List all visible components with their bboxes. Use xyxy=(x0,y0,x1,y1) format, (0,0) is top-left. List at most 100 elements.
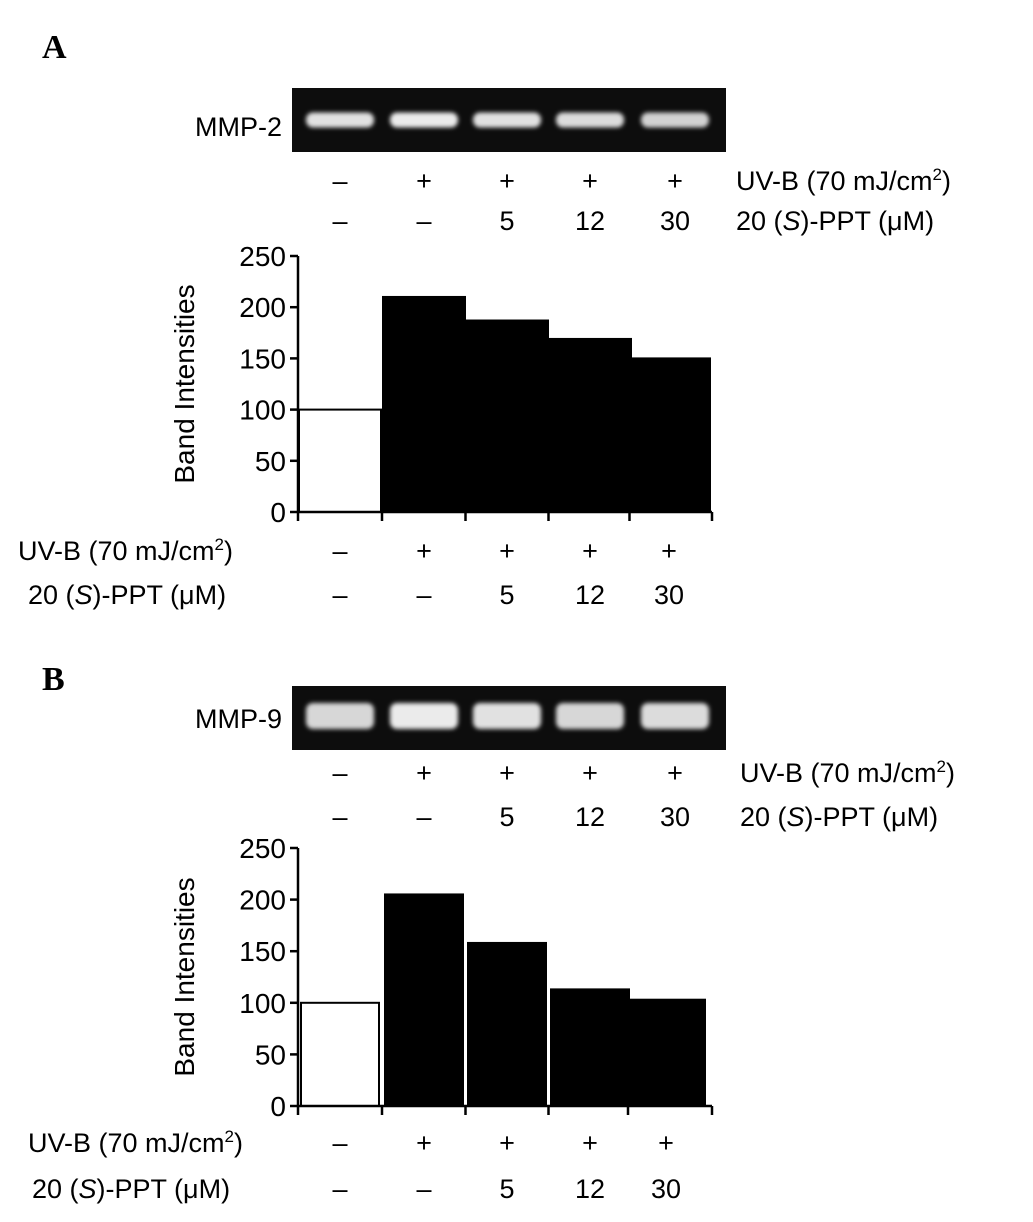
bar xyxy=(465,319,549,513)
gel-b-uvb-mark: + xyxy=(499,758,515,788)
gel-b-ppt-mark: 5 xyxy=(499,802,514,832)
gel-b-ppt-label: 20 (S)-PPT (μM) xyxy=(740,802,938,832)
gel-a-label: MMP-2 xyxy=(195,112,282,142)
gel-b-uvb-label: UV-B (70 mJ/cm2) xyxy=(740,757,955,788)
chart-b-uvb-mark: – xyxy=(332,1128,347,1158)
chart-a-uvb-mark: + xyxy=(499,536,515,566)
bar xyxy=(550,988,630,1107)
gel-a-uvb-mark: + xyxy=(667,166,683,196)
gel-a-bands xyxy=(306,112,709,128)
chart-b-uvb-mark: + xyxy=(416,1128,432,1158)
chart-b-ppt-mark: – xyxy=(332,1174,347,1204)
chart-b-ppt-mark: – xyxy=(416,1174,431,1204)
chart-b-uvb-mark: + xyxy=(499,1128,515,1158)
gel-a-ppt-mark: 5 xyxy=(499,206,514,236)
gel-b-uvb-row: – + + + + xyxy=(332,758,682,788)
gel-a-ppt-mark: – xyxy=(416,206,431,236)
gel-b-bands xyxy=(306,703,709,729)
gel-b-band xyxy=(306,703,374,729)
gel-b-band xyxy=(641,703,709,729)
chart-b-ppt-label: 20 (S)-PPT (μM) xyxy=(32,1174,230,1204)
chart-b-ppt-row: – – 5 12 30 xyxy=(332,1174,681,1204)
chart-a-ppt-mark: 5 xyxy=(499,580,514,610)
gel-a-uvb-label: UV-B (70 mJ/cm2) xyxy=(736,165,951,196)
gel-a-uvb-mark: – xyxy=(332,166,347,196)
y-tick-label: 200 xyxy=(239,885,286,916)
bar xyxy=(548,337,632,513)
chart-b-uvb-mark: + xyxy=(582,1128,598,1158)
gel-a-ppt-mark: – xyxy=(332,206,347,236)
chart-a-uvb-mark: + xyxy=(661,536,677,566)
chart-a: 0 50 100 150 200 250 Band Intensities xyxy=(169,241,714,528)
y-axis-label: Band Intensities xyxy=(169,284,200,483)
bar xyxy=(300,1001,380,1107)
gel-a-ppt-label: 20 (S)-PPT (μM) xyxy=(736,206,934,236)
bar xyxy=(627,357,711,513)
gel-a-image xyxy=(292,88,726,152)
gel-b-uvb-mark: – xyxy=(332,758,347,788)
y-tick-label: 100 xyxy=(239,988,286,1019)
y-tick-label: 100 xyxy=(239,395,286,426)
gel-a-band xyxy=(306,112,374,128)
bar xyxy=(467,941,547,1107)
gel-b-ppt-mark: – xyxy=(416,802,431,832)
chart-b-ppt-mark: 5 xyxy=(499,1174,514,1204)
chart-a-uvb-label: UV-B (70 mJ/cm2) xyxy=(18,535,233,566)
chart-a-uvb-row: – + + + + xyxy=(332,536,676,566)
chart-b-uvb-label: UV-B (70 mJ/cm2) xyxy=(28,1127,243,1158)
gel-b-ppt-mark: 30 xyxy=(660,802,690,832)
chart-b-uvb-mark: + xyxy=(658,1128,674,1158)
chart-a-uvb-mark: + xyxy=(582,536,598,566)
y-tick-label: 50 xyxy=(255,446,286,477)
bar xyxy=(384,893,464,1107)
gel-a-uvb-row: – + + + + xyxy=(332,166,682,196)
y-tick-label: 250 xyxy=(239,833,286,864)
chart-b: 0 50 100 150 200 250 Band Intensities xyxy=(169,833,714,1122)
gel-b-uvb-mark: + xyxy=(582,758,598,788)
chart-a-ppt-label: 20 (S)-PPT (μM) xyxy=(28,580,226,610)
gel-b-band xyxy=(556,703,624,729)
y-tick-label: 50 xyxy=(255,1039,286,1070)
gel-a-ppt-mark: 30 xyxy=(660,206,690,236)
y-tick-label: 150 xyxy=(239,936,286,967)
chart-a-uvb-mark: + xyxy=(416,536,432,566)
chart-b-uvb-row: – + + + + xyxy=(332,1128,673,1158)
panel-b: B MMP-9 – + + + + UV-B (70 mJ/cm2) – – 5 12 30 2… xyxy=(28,661,955,1204)
chart-a-ppt-mark: 12 xyxy=(575,580,605,610)
gel-a-ppt-row: – – 5 12 30 xyxy=(332,206,690,236)
gel-b-label: MMP-9 xyxy=(195,704,282,734)
gel-a-uvb-mark: + xyxy=(582,166,598,196)
chart-a-ppt-mark: 30 xyxy=(654,580,684,610)
gel-a-band xyxy=(641,112,709,128)
chart-a-uvb-mark: – xyxy=(332,536,347,566)
gel-a-band xyxy=(556,112,624,128)
y-tick-label: 200 xyxy=(239,292,286,323)
gel-a-ppt-mark: 12 xyxy=(575,206,605,236)
y-tick-label: 0 xyxy=(270,497,286,528)
chart-a-ppt-mark: – xyxy=(416,580,431,610)
gel-b-band xyxy=(390,703,458,729)
bar xyxy=(298,408,382,514)
gel-a-uvb-mark: + xyxy=(416,166,432,196)
gel-a-band xyxy=(473,112,541,128)
gel-b-ppt-mark: – xyxy=(332,802,347,832)
gel-b-uvb-mark: + xyxy=(416,758,432,788)
gel-a-uvb-mark: + xyxy=(499,166,515,196)
panel-b-label: B xyxy=(42,661,65,698)
y-axis-label: Band Intensities xyxy=(169,877,200,1076)
panel-a: A MMP-2 – + + + + UV-B (70 mJ/cm2) – – 5 12 30 2… xyxy=(18,29,951,610)
y-tick-label: 150 xyxy=(239,343,286,374)
gel-b-uvb-mark: + xyxy=(667,758,683,788)
chart-b-ppt-mark: 12 xyxy=(575,1174,605,1204)
chart-a-ppt-mark: – xyxy=(332,580,347,610)
gel-b-band xyxy=(473,703,541,729)
gel-a-band xyxy=(390,112,458,128)
y-tick-label: 250 xyxy=(239,241,286,272)
panel-a-label: A xyxy=(42,29,67,66)
gel-b-image xyxy=(292,686,726,750)
bar xyxy=(382,295,466,513)
chart-a-ppt-row: – – 5 12 30 xyxy=(332,580,684,610)
gel-b-ppt-row: – – 5 12 30 xyxy=(332,802,690,832)
chart-b-ppt-mark: 30 xyxy=(651,1174,681,1204)
